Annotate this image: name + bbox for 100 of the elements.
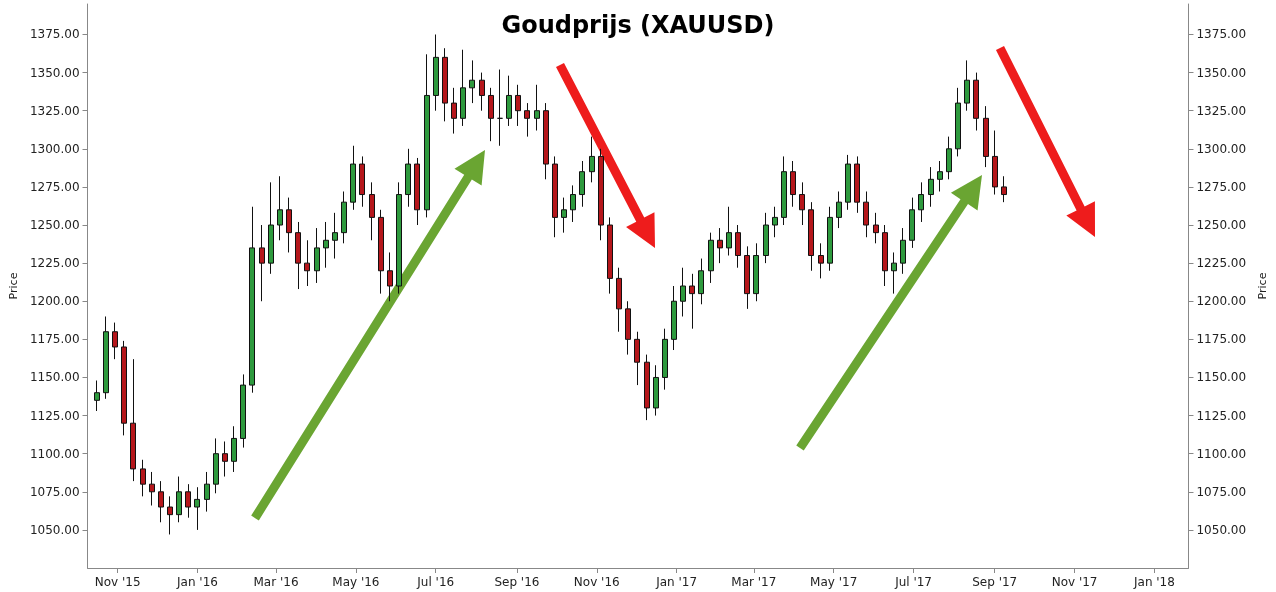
candlestick xyxy=(790,160,796,208)
y-axis-title: Price xyxy=(7,272,20,300)
y-tick-label: 1275.00 xyxy=(29,179,80,194)
candlestick xyxy=(359,155,365,208)
candlestick xyxy=(928,166,934,208)
candlestick xyxy=(909,197,915,249)
candlestick xyxy=(589,136,595,183)
y-tick-label: 1150.00 xyxy=(29,370,80,385)
candlestick xyxy=(433,33,439,112)
x-tick-label: Jan '18 xyxy=(1132,575,1175,589)
candlestick xyxy=(424,53,430,218)
candlestick xyxy=(882,224,888,287)
y2-tick-label: 1050.00 xyxy=(1196,522,1247,537)
x-tick-label: Mar '17 xyxy=(731,575,777,589)
candlestick xyxy=(277,175,283,241)
candlestick xyxy=(469,59,475,104)
candlestick xyxy=(598,148,604,241)
candlestick xyxy=(918,181,924,223)
y2-tick-label: 1100.00 xyxy=(1196,446,1247,461)
candlestick xyxy=(708,232,714,284)
candlestick xyxy=(973,72,979,132)
candlestick xyxy=(946,136,952,180)
y2-tick-label: 1150.00 xyxy=(1196,370,1247,385)
candlestick xyxy=(900,227,906,275)
x-tick-label: Nov '17 xyxy=(1051,575,1098,589)
x-tick-label: Jan '17 xyxy=(655,575,698,589)
candlestick xyxy=(323,221,329,269)
candlestick xyxy=(543,102,549,180)
candlestick xyxy=(937,160,943,192)
candlestick xyxy=(350,145,356,211)
candlestick xyxy=(579,160,585,208)
y-tick-label: 1200.00 xyxy=(29,294,80,309)
candlestick xyxy=(369,181,375,241)
candlestick xyxy=(845,154,851,211)
y-tick-label: 1225.00 xyxy=(29,256,80,271)
candlestick xyxy=(1001,175,1007,203)
candlestick xyxy=(689,273,695,330)
y2-tick-label: 1300.00 xyxy=(1196,141,1247,156)
candlestick xyxy=(314,227,320,284)
candlestick xyxy=(176,476,182,523)
candlestick xyxy=(570,184,576,223)
candlestick xyxy=(616,267,622,333)
x-tick-label: Jul '17 xyxy=(894,575,932,589)
candlestick xyxy=(992,130,998,196)
y2-tick-label: 1175.00 xyxy=(1196,332,1247,347)
candlestick xyxy=(634,331,640,386)
candlestick xyxy=(405,148,411,208)
y-tick-label: 1375.00 xyxy=(29,27,80,42)
candlestick xyxy=(130,358,136,482)
candlestick xyxy=(873,212,879,244)
candlestick xyxy=(140,459,146,497)
candlestick xyxy=(158,480,164,523)
x-tick-label: Nov '16 xyxy=(573,575,620,589)
candlestick xyxy=(497,69,503,147)
candlestick xyxy=(607,216,613,295)
candlestick xyxy=(983,105,989,168)
y-tick-label: 1075.00 xyxy=(29,484,80,499)
candlestick xyxy=(808,201,814,272)
candlestick xyxy=(451,87,457,135)
candlestick xyxy=(231,425,237,473)
candlestick xyxy=(121,340,127,436)
y2-tick-label: 1125.00 xyxy=(1196,408,1247,423)
candlestick xyxy=(240,373,246,449)
candlestick xyxy=(680,267,686,317)
candlestick xyxy=(735,224,741,269)
y2-tick-label: 1350.00 xyxy=(1196,65,1247,80)
candlestick xyxy=(561,197,567,234)
y-tick-label: 1325.00 xyxy=(29,103,80,118)
candlestick xyxy=(799,181,805,226)
candlestick xyxy=(268,181,274,275)
candlestick xyxy=(662,328,668,391)
candlestick xyxy=(625,300,631,356)
candlestick xyxy=(378,209,384,295)
candlestick xyxy=(396,181,402,295)
candlestick xyxy=(460,49,466,127)
candlestick xyxy=(863,190,869,238)
x-tick-label: Jan '16 xyxy=(176,575,218,589)
candlestick xyxy=(194,486,200,531)
candlestick xyxy=(818,242,824,279)
candlestick xyxy=(891,251,897,295)
candlestick xyxy=(698,258,704,305)
candlestick xyxy=(341,190,347,244)
x-tick-label: Jul '16 xyxy=(416,575,455,589)
y2-axis-title: Price xyxy=(1256,272,1269,300)
candlestick xyxy=(753,242,759,302)
x-tick-label: Sep '17 xyxy=(972,575,1018,589)
candlestick xyxy=(387,251,393,302)
y2-tick-label: 1200.00 xyxy=(1196,294,1247,309)
candlestick xyxy=(827,206,833,272)
candlestick xyxy=(744,245,750,310)
x-tick-label: Mar '16 xyxy=(253,575,299,589)
candlestick xyxy=(964,59,970,112)
candlestick xyxy=(259,224,265,302)
candlestick xyxy=(534,84,540,132)
candlestick xyxy=(644,354,650,421)
y2-tick-label: 1275.00 xyxy=(1196,179,1247,194)
y2-tick-label: 1250.00 xyxy=(1196,218,1247,233)
y2-tick-label: 1075.00 xyxy=(1196,484,1247,499)
candlestick xyxy=(213,437,219,494)
candlestick xyxy=(671,285,677,351)
